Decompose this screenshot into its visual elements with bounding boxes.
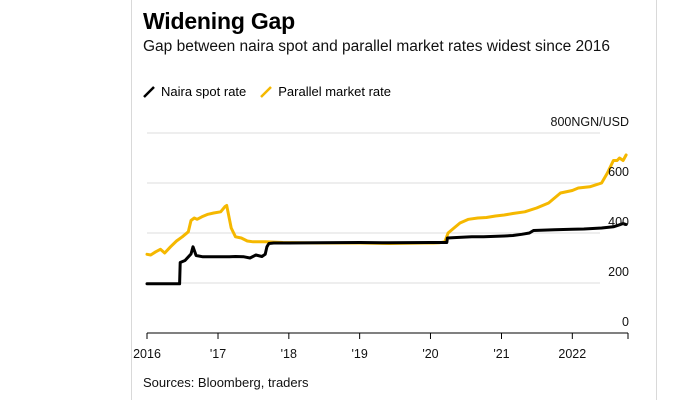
x-tick-label: '17 (210, 347, 226, 361)
x-tick-label: '21 (493, 347, 509, 361)
legend-label-spot: Naira spot rate (161, 84, 247, 99)
y-tick-label: 200 (608, 265, 629, 279)
chart-title: Widening Gap (143, 8, 295, 34)
x-tick-label: 2016 (133, 347, 161, 361)
axis-layer: 0 200 400 600 800NGN/USD 2016 '17 '18 '19 '20 '21 2… (133, 115, 629, 361)
x-tick-label: '18 (281, 347, 297, 361)
y-tick-label: 600 (608, 165, 629, 179)
x-tick-label: '20 (422, 347, 438, 361)
y-tick-label: 400 (608, 215, 629, 229)
legend-item-spot: Naira spot rate (143, 84, 246, 99)
legend-swatch-spot (143, 85, 155, 98)
frame-edge-left (131, 0, 132, 400)
legend-item-parallel: Parallel market rate (260, 84, 391, 99)
legend-swatch-parallel (260, 85, 273, 98)
chart-source: Sources: Bloomberg, traders (143, 375, 309, 390)
x-tick-label: '19 (352, 347, 368, 361)
legend-label-parallel: Parallel market rate (278, 84, 391, 99)
series-line-parallel (145, 153, 628, 257)
series-line-spot (145, 222, 628, 286)
y-tick-label: 800NGN/USD (551, 115, 630, 129)
chart-legend: Naira spot rate Parallel market rate (143, 84, 405, 99)
frame-edge-right (656, 0, 657, 400)
series-layer (145, 153, 628, 286)
chart-subtitle: Gap between naira spot and parallel mark… (143, 38, 610, 55)
x-tick-label: 2022 (558, 347, 586, 361)
y-tick-label: 0 (622, 315, 629, 329)
